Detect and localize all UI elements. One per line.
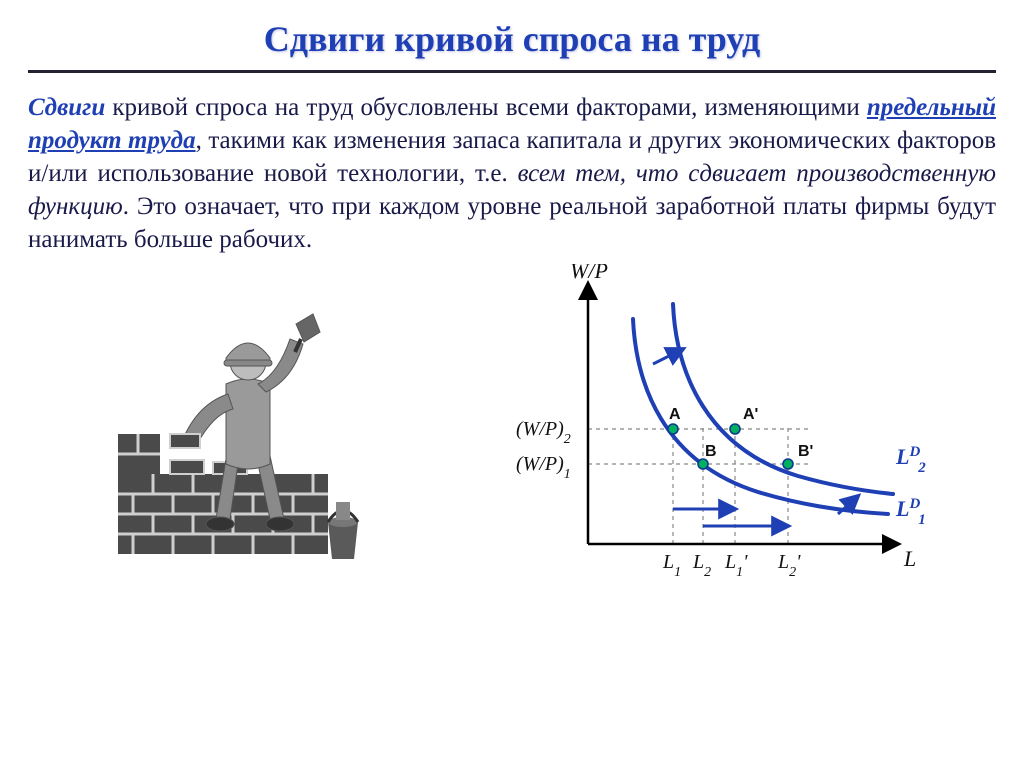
brick-icon — [170, 460, 204, 474]
svg-text:B: B — [705, 443, 717, 460]
emph-shifts: Сдвиги — [28, 94, 105, 121]
svg-text:LD2: LD2 — [895, 444, 926, 476]
text-1b: кривой спроса на труд обусловлены всеми … — [105, 94, 867, 121]
svg-text:L2': L2' — [777, 551, 801, 580]
svg-text:(W/P)1: (W/P)1 — [516, 453, 571, 482]
lower-row: W/P L A A' B B' (W/P)2 (W/P)1 L1 L2 L1' L2' LD1 LD2 — [28, 264, 996, 579]
svg-text:L: L — [903, 546, 916, 571]
svg-text:L1': L1' — [724, 551, 748, 580]
bucket-icon — [328, 502, 358, 559]
demand-shift-chart: W/P L A A' B B' (W/P)2 (W/P)1 L1 L2 L1' L2' LD1 LD2 — [428, 264, 996, 579]
worker-illustration — [28, 264, 428, 579]
svg-text:(W/P)2: (W/P)2 — [516, 418, 571, 447]
page-title: Сдвиги кривой спроса на труд — [28, 18, 996, 60]
svg-text:LD1: LD1 — [895, 496, 926, 528]
divider — [28, 70, 996, 73]
text-1f: . Это означает, что при каждом уровне ре… — [28, 193, 996, 253]
svg-text:B': B' — [798, 443, 813, 460]
svg-text:A: A — [669, 406, 681, 423]
svg-text:L2: L2 — [692, 551, 711, 580]
svg-text:L1: L1 — [662, 551, 681, 580]
svg-text:A': A' — [743, 406, 758, 423]
trowel-icon — [336, 502, 350, 520]
svg-text:W/P: W/P — [570, 264, 608, 283]
body-paragraph: Сдвиги кривой спроса на труд обусловлены… — [28, 91, 996, 256]
